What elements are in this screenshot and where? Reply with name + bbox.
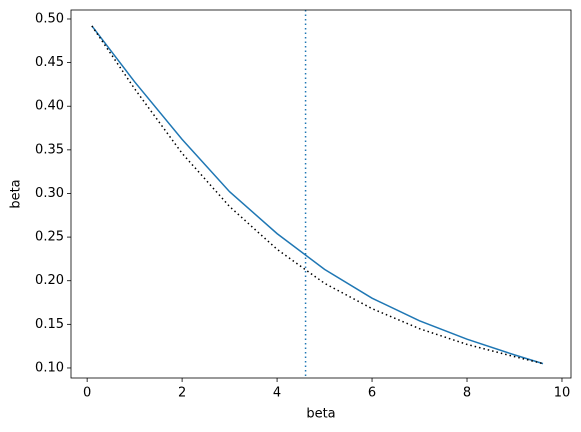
y-tick-label: 0.20 [35, 273, 64, 288]
y-tick-label: 0.30 [35, 186, 64, 201]
x-tick-label: 8 [463, 386, 471, 401]
plot-frame [70, 9, 572, 379]
x-tick-label: 2 [178, 386, 186, 401]
y-tick-label: 0.45 [35, 55, 64, 70]
y-tick-label: 0.15 [35, 317, 64, 332]
line-series [91, 25, 544, 365]
y-tick-label: 0.50 [35, 11, 64, 26]
x-tick-label: 6 [368, 386, 376, 401]
y-tick-label: 0.40 [35, 99, 64, 114]
y-tick-label: 0.25 [35, 230, 64, 245]
line-series [91, 25, 544, 365]
x-tick-label: 4 [273, 386, 281, 401]
x-tick-label: 10 [554, 386, 571, 401]
x-tick-label: 0 [83, 386, 91, 401]
y-tick-label: 0.35 [35, 142, 64, 157]
x-axis-label: beta [306, 407, 335, 422]
y-axis-label: beta [9, 179, 24, 208]
y-tick-label: 0.10 [35, 360, 64, 375]
